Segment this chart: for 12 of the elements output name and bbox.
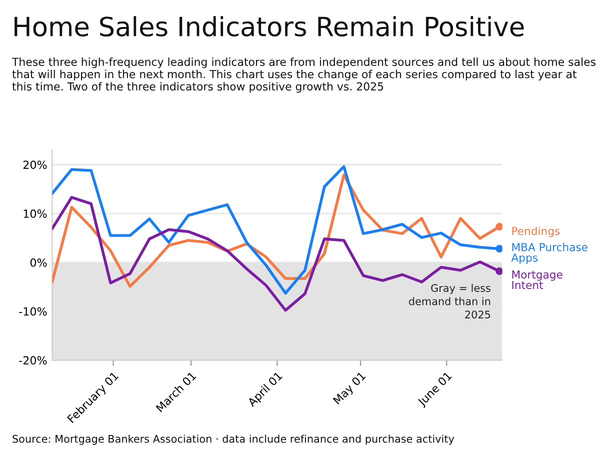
y-tick-label: 20% [23, 160, 47, 170]
chart-title: Home Sales Indicators Remain Positive [14, 16, 524, 37]
band-label: Gray = less demand than in 2025 [408, 284, 490, 318]
y-tick-label: -20% [19, 356, 47, 365]
y-tick-label: 0% [30, 258, 47, 267]
source-note: Source: Mortgage Bankers Association · data include refinance and purchase activity [12, 434, 454, 445]
series-label: Pendings [512, 226, 560, 238]
y-tick-label: 10% [24, 209, 47, 218]
series-label: Mortgage Intent [512, 270, 562, 290]
series-label: MBA Purchase Apps [511, 242, 588, 264]
y-tick-label: -10% [19, 307, 47, 316]
chart-subtitle: These three high-frequency leading indicators are from independent sources and tell us about home sales that will happen in the next month. This chart uses the change of each series compared to last year at this time. Two of the three indicators show positive growth vs. 2025 [12, 58, 596, 93]
